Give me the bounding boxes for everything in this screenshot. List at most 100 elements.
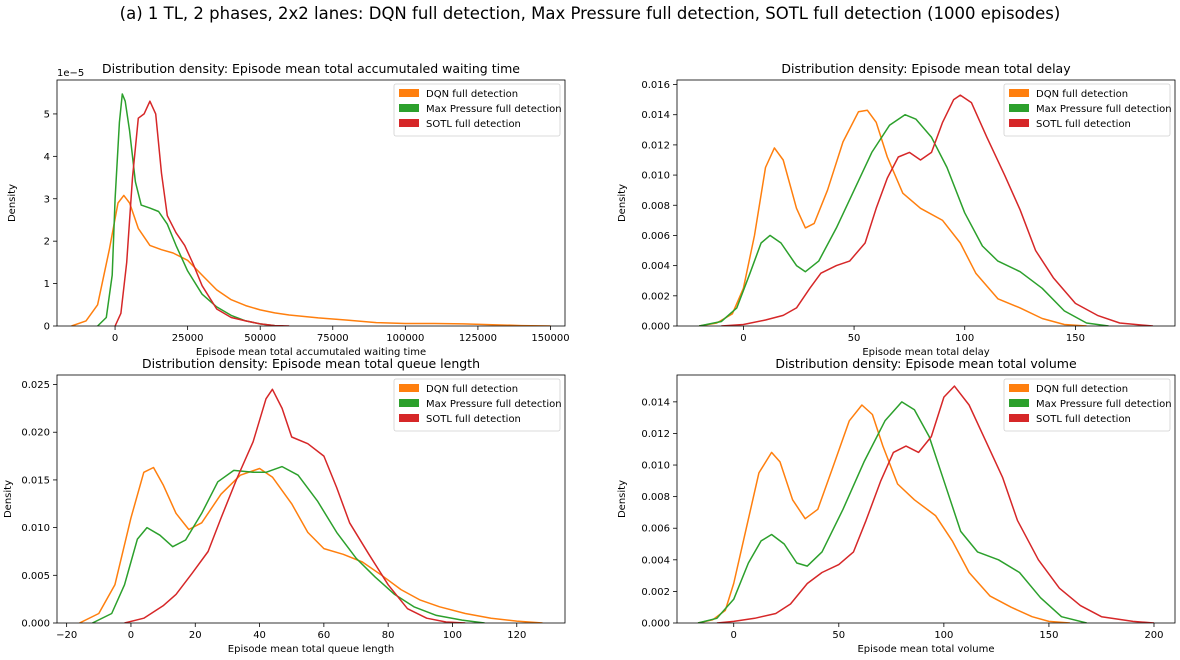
legend-box bbox=[393, 83, 561, 137]
x-tick-label: 150 bbox=[1039, 630, 1058, 641]
y-tick-label: 0.000 bbox=[641, 322, 670, 333]
x-tick-label: 50000 bbox=[244, 333, 276, 344]
subplot-title: Distribution density: Episode mean total… bbox=[781, 61, 1071, 76]
x-tick-label: 50 bbox=[832, 630, 845, 641]
y-axis-label: Density bbox=[617, 480, 628, 518]
series-line-2 bbox=[697, 401, 1087, 623]
axes-frame bbox=[676, 374, 1176, 624]
legend-swatch bbox=[1009, 104, 1029, 112]
y-tick-label: 1 bbox=[44, 279, 50, 290]
legend-label: DQN full detection bbox=[426, 89, 518, 100]
legend: DQN full detection Max Pressure full dete… bbox=[1003, 83, 1172, 137]
x-tick-label: 125000 bbox=[459, 333, 497, 344]
y-tick-label: 0.004 bbox=[641, 261, 670, 272]
subplot-title: Distribution density: Episode mean total… bbox=[142, 356, 480, 371]
series-line-2 bbox=[97, 93, 284, 326]
x-axis-label: Episode mean total accumutaled waiting t… bbox=[196, 347, 426, 358]
legend-label: DQN full detection bbox=[1036, 384, 1128, 395]
y-tick-label: 0 bbox=[44, 322, 50, 333]
x-axis-label: Episode mean total queue length bbox=[228, 644, 394, 655]
legend-label: SOTL full detection bbox=[426, 119, 521, 130]
y-tick-label: 0.020 bbox=[21, 428, 50, 439]
x-tick-label: 150000 bbox=[531, 333, 569, 344]
y-axis-label: Density bbox=[3, 480, 14, 518]
legend-swatch bbox=[399, 119, 419, 127]
legend-label: Max Pressure full detection bbox=[1036, 399, 1172, 410]
y-tick-label: 0.006 bbox=[641, 231, 670, 242]
legend-swatch bbox=[1009, 384, 1029, 392]
y-tick-label: 0.015 bbox=[21, 475, 50, 486]
x-tick-label: 100 bbox=[955, 333, 974, 344]
legend-label: DQN full detection bbox=[1036, 89, 1128, 100]
y-tick-label: 0.016 bbox=[641, 80, 670, 91]
y-axis-label: Density bbox=[617, 184, 628, 222]
y-tick-label: 0.012 bbox=[641, 429, 670, 440]
legend-label: Max Pressure full detection bbox=[1036, 104, 1172, 115]
y-tick-label: 0.008 bbox=[641, 201, 670, 212]
x-tick-label: 100 bbox=[934, 630, 953, 641]
y-tick-label: 0.000 bbox=[21, 619, 50, 630]
legend-swatch bbox=[1009, 414, 1029, 422]
y-tick-label: 3 bbox=[44, 194, 50, 205]
y-tick-label: 0.002 bbox=[641, 587, 670, 598]
subplot-title: Distribution density: Episode mean total… bbox=[102, 61, 520, 76]
series-line-3 bbox=[721, 94, 1153, 326]
y-tick-label: 4 bbox=[44, 152, 50, 163]
figure-title: (a) 1 TL, 2 phases, 2x2 lanes: DQN full … bbox=[119, 4, 1061, 23]
legend-label: SOTL full detection bbox=[426, 414, 521, 425]
y-tick-label: 0.004 bbox=[641, 555, 670, 566]
x-axis-label: Episode mean total delay bbox=[862, 347, 989, 358]
legend-swatch bbox=[1009, 399, 1029, 407]
y-tick-label: 0.002 bbox=[641, 291, 670, 302]
y-tick-label: 0.005 bbox=[21, 571, 50, 582]
legend-swatch bbox=[399, 414, 419, 422]
x-tick-label: 150 bbox=[1066, 333, 1085, 344]
x-tick-label: 200 bbox=[1144, 630, 1163, 641]
subplot-4: Distribution density: Episode mean total… bbox=[617, 356, 1176, 655]
subplot-title: Distribution density: Episode mean total… bbox=[775, 356, 1077, 371]
subplot-3: Distribution density: Episode mean total… bbox=[3, 356, 566, 655]
y-tick-label: 0.008 bbox=[641, 492, 670, 503]
subplot-2: Distribution density: Episode mean total… bbox=[617, 61, 1176, 358]
axes-frame bbox=[56, 374, 566, 624]
x-tick-label: 75000 bbox=[317, 333, 349, 344]
legend-label: DQN full detection bbox=[426, 384, 518, 395]
legend-label: SOTL full detection bbox=[1036, 414, 1131, 425]
x-tick-label: 50 bbox=[848, 333, 861, 344]
y-tick-label: 0.012 bbox=[641, 140, 670, 151]
y-tick-label: 0.010 bbox=[21, 523, 50, 534]
y-tick-label: 0.014 bbox=[641, 397, 670, 408]
y-axis-label: Density bbox=[7, 184, 18, 222]
y-tick-label: 0.025 bbox=[21, 380, 50, 391]
series-line-1 bbox=[697, 404, 1070, 623]
x-tick-label: −20 bbox=[56, 630, 77, 641]
x-tick-label: 80 bbox=[382, 630, 395, 641]
y-tick-label: 0.000 bbox=[641, 619, 670, 630]
legend-label: Max Pressure full detection bbox=[426, 104, 562, 115]
legend: DQN full detection Max Pressure full dete… bbox=[393, 83, 562, 137]
legend-swatch bbox=[399, 399, 419, 407]
x-tick-label: 0 bbox=[112, 333, 118, 344]
legend: DQN full detection Max Pressure full dete… bbox=[393, 378, 562, 432]
legend-label: SOTL full detection bbox=[1036, 119, 1131, 130]
x-axis-label: Episode mean total volume bbox=[857, 644, 994, 655]
y-tick-label: 0.010 bbox=[641, 171, 670, 182]
legend-swatch bbox=[399, 104, 419, 112]
series-line-3 bbox=[114, 100, 290, 326]
legend-swatch bbox=[399, 89, 419, 97]
x-tick-label: 120 bbox=[507, 630, 526, 641]
x-tick-label: 100000 bbox=[386, 333, 424, 344]
legend-box bbox=[1003, 378, 1171, 432]
legend-swatch bbox=[1009, 119, 1029, 127]
series-line-1 bbox=[79, 466, 543, 623]
series-line-2 bbox=[698, 113, 1109, 326]
x-tick-label: 0 bbox=[731, 630, 737, 641]
legend-swatch bbox=[1009, 89, 1029, 97]
x-tick-label: 40 bbox=[253, 630, 266, 641]
x-tick-label: 0 bbox=[128, 630, 134, 641]
legend-swatch bbox=[399, 384, 419, 392]
y-tick-label: 0.006 bbox=[641, 524, 670, 535]
subplot-1: Distribution density: Episode mean total… bbox=[7, 61, 570, 358]
axes-frame bbox=[56, 79, 566, 327]
